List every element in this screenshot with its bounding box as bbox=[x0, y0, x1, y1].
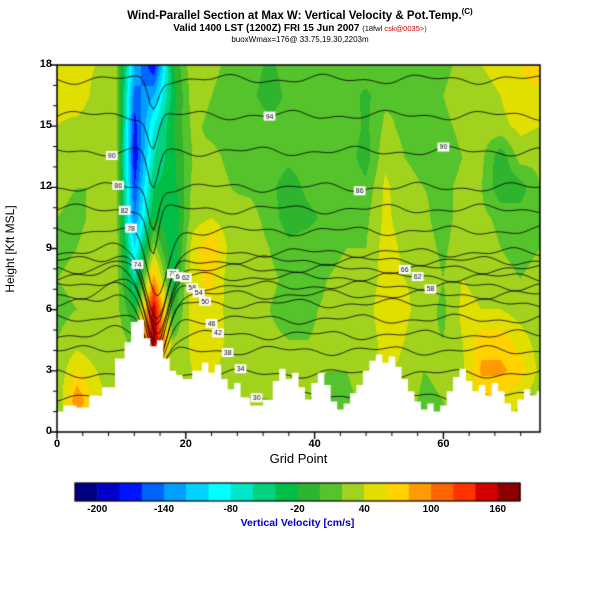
cross-section-plot-canvas bbox=[0, 0, 600, 600]
weather-cross-section-page: Wind-Parallel Section at Max W: Vertical… bbox=[0, 0, 600, 600]
